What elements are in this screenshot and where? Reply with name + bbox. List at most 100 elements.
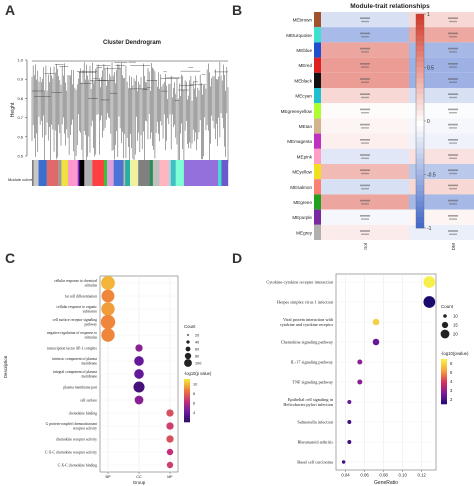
heatmap-scale-segment xyxy=(416,56,424,63)
heatmap-cell xyxy=(321,224,409,240)
kegg-xtick-label: 0.04 xyxy=(341,473,350,478)
go-size-legend-label: 40 xyxy=(195,341,199,345)
kegg-size-legend-label: 10 xyxy=(453,314,458,319)
kegg-color-legend-segment xyxy=(441,392,447,394)
dendrogram-ytick-label: 0.6 xyxy=(17,134,23,139)
go-xtick-label: MF xyxy=(167,475,173,479)
heatmap-cell-text xyxy=(449,203,457,205)
heatmap-scale-tick-label: 0 xyxy=(427,119,430,125)
kegg-color-legend-segment xyxy=(441,398,447,400)
heatmap-scale-segment xyxy=(416,40,424,47)
go-dot xyxy=(166,422,174,430)
heatmap-scale-segment xyxy=(416,222,424,229)
module-color-segment xyxy=(84,160,93,186)
module-color-segment xyxy=(61,160,69,186)
go-term-label: transcription factor AP-1 complex xyxy=(47,346,97,350)
module-color-segment xyxy=(58,160,62,186)
heatmap-cell xyxy=(409,224,474,240)
heatmap-cell xyxy=(409,57,474,73)
heatmap-row-label: MEred xyxy=(298,63,312,68)
go-size-legend-dot xyxy=(184,359,192,367)
go-color-legend-title: -log10(p value) xyxy=(184,371,212,376)
go-size-legend-dot xyxy=(184,352,192,360)
module-color-segment xyxy=(218,160,222,186)
heatmap-scale-segment xyxy=(416,14,424,20)
kegg-term-label: Chemokine signaling pathway xyxy=(281,340,334,345)
heatmap-scale-segment xyxy=(416,115,424,122)
heatmap-scale-segment xyxy=(416,185,424,191)
go-xtick-label: CC xyxy=(136,475,142,479)
go-dot xyxy=(166,435,174,443)
go-term-label: G protein-coupled chemoattractant recepto… xyxy=(46,422,98,430)
heatmap-cell-text xyxy=(360,199,370,202)
module-color-segment xyxy=(103,160,108,186)
heatmap-row-color xyxy=(314,12,321,28)
kegg-color-legend-segment xyxy=(441,378,447,381)
go-color-legend-segment xyxy=(184,419,190,421)
heatmap-cell-text xyxy=(449,36,457,38)
go-color-legend-tick: 8 xyxy=(193,392,195,396)
kegg-color-legend-tick: 3 xyxy=(450,388,453,393)
heatmap-row-label: MEgreenyellow xyxy=(281,109,313,114)
heatmap-row-label: MEyellow xyxy=(292,170,312,175)
go-color-legend-segment xyxy=(184,384,190,387)
go-color-legend-segment xyxy=(184,396,190,398)
heatmap-row-label: MEblue xyxy=(296,48,312,53)
go-xlabel: Group xyxy=(133,480,146,485)
heatmap-row-label: MEgrey xyxy=(296,230,313,235)
go-dot xyxy=(134,369,144,379)
heatmap-row-color xyxy=(314,133,321,149)
module-color-segment xyxy=(79,160,85,186)
heatmap-cell xyxy=(409,164,474,180)
heatmap-cell xyxy=(321,12,409,28)
heatmap-row-color xyxy=(314,118,321,134)
heatmap-cell-text xyxy=(449,218,457,220)
module-colors-label: Module colors xyxy=(8,177,33,182)
heatmap-cell-text xyxy=(449,51,457,53)
heatmap-cell-text xyxy=(361,96,369,99)
go-color-legend-segment xyxy=(184,397,190,400)
heatmap-row-label: MEpurple xyxy=(292,215,312,220)
heatmap-scale-tick-label: 0.5 xyxy=(427,66,434,72)
heatmap-scale-segment xyxy=(416,94,424,100)
heatmap-scale-segment xyxy=(416,158,424,165)
kegg-color-legend-tick: 4 xyxy=(450,379,453,384)
kegg-color-legend-segment xyxy=(441,359,447,361)
heatmap-cell-text xyxy=(448,78,458,80)
heatmap-cell-text xyxy=(360,93,370,95)
kegg-color-legend-segment xyxy=(441,389,447,391)
heatmap-cell-text xyxy=(361,203,369,205)
heatmap-cell-text xyxy=(448,32,458,35)
go-dot xyxy=(166,461,174,469)
go-size-legend-label: 80 xyxy=(195,355,199,359)
go-color-legend-segment xyxy=(184,413,190,416)
module-color-segment xyxy=(152,160,160,186)
heatmap-scale-segment xyxy=(416,195,424,202)
kegg-color-legend-segment xyxy=(441,369,447,372)
heatmap-cell xyxy=(409,148,474,164)
heatmap-cell-text xyxy=(449,112,457,114)
go-color-legend-segment xyxy=(184,393,190,396)
heatmap-cell-text xyxy=(449,172,457,175)
module-color-segment xyxy=(32,160,34,186)
kegg-color-legend-segment xyxy=(441,384,447,387)
go-dot xyxy=(135,344,143,352)
kegg-color-legend-segment xyxy=(441,368,447,370)
heatmap-scale-segment xyxy=(416,179,424,186)
heatmap-cell-text xyxy=(449,233,457,235)
heatmap-row-color xyxy=(314,164,321,180)
go-color-legend-segment xyxy=(184,394,190,397)
heatmap-scale-segment xyxy=(416,211,424,218)
heatmap-cell-text xyxy=(360,154,370,156)
go-color-legend-segment xyxy=(184,416,190,418)
go-color-legend-segment xyxy=(184,407,190,410)
heatmap-row-color xyxy=(314,209,321,225)
module-color-segment xyxy=(170,160,176,186)
heatmap-row-color xyxy=(314,88,321,104)
heatmap-cell-text xyxy=(449,96,457,99)
heatmap-cell xyxy=(409,194,474,210)
kegg-dot xyxy=(347,420,352,424)
heatmap-scale-segment xyxy=(416,83,424,90)
heatmap-cell-text xyxy=(361,127,369,129)
heatmap-cell-text xyxy=(361,81,369,83)
